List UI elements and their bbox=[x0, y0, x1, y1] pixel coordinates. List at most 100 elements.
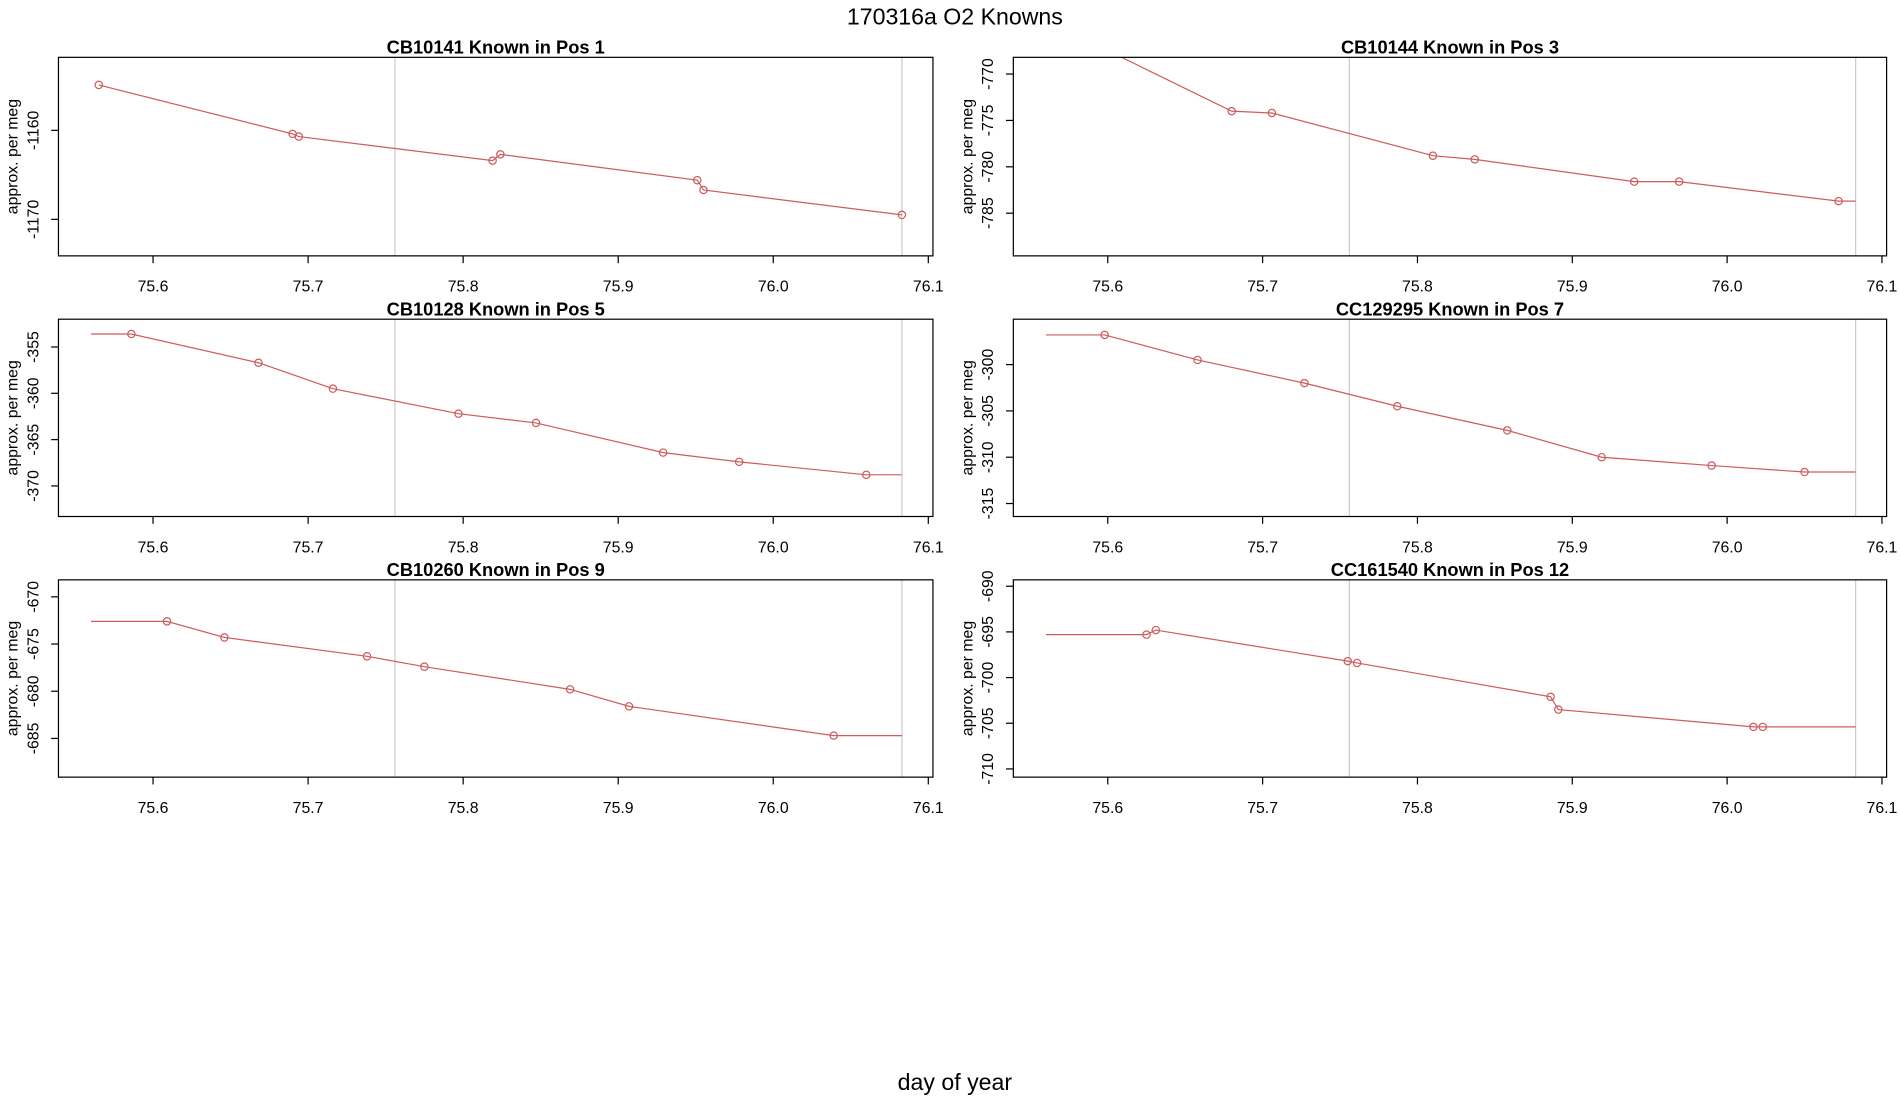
y-tick-label: -670 bbox=[25, 581, 42, 613]
y-tick-label: -1160 bbox=[25, 110, 42, 150]
plot-frame bbox=[1012, 56, 1888, 257]
y-tick-label: -365 bbox=[25, 424, 42, 456]
data-point bbox=[1758, 722, 1767, 732]
x-tick-label: 75.9 bbox=[1557, 279, 1588, 296]
y-tick-label: -310 bbox=[980, 441, 997, 473]
data-point bbox=[1674, 177, 1684, 186]
y-tick-label: -710 bbox=[980, 753, 997, 785]
x-tick-label: 75.7 bbox=[1247, 800, 1278, 817]
data-point bbox=[220, 633, 229, 642]
data-point bbox=[1554, 705, 1563, 714]
data-point bbox=[94, 80, 104, 90]
data-point bbox=[897, 210, 907, 220]
y-tick-label: -695 bbox=[980, 616, 997, 648]
data-point bbox=[1151, 625, 1161, 635]
data-point bbox=[127, 329, 136, 339]
y-tick-label: -690 bbox=[980, 570, 997, 602]
y-tick-label: -315 bbox=[980, 488, 997, 520]
data-point bbox=[294, 132, 304, 141]
data-point bbox=[454, 409, 463, 418]
x-tick-label: 75.9 bbox=[603, 539, 634, 556]
data-point bbox=[362, 652, 372, 661]
x-tick-label: 75.9 bbox=[603, 279, 634, 296]
y-tick-label: -675 bbox=[25, 628, 42, 660]
x-tick-label: 75.9 bbox=[1557, 800, 1588, 817]
data-point bbox=[624, 702, 634, 711]
x-tick-label: 76.1 bbox=[913, 800, 944, 817]
panel: 75.6 75.7 75.8 75.9 76.0 76.1 -690 -695 -700 -705… bbox=[959, 559, 1897, 817]
data-point bbox=[1597, 452, 1606, 462]
x-tick-label: 76.1 bbox=[913, 539, 944, 556]
x-tick-label: 76.0 bbox=[758, 539, 789, 556]
y-axis-label: approx. per meg bbox=[5, 360, 22, 475]
panel-title: CB10144 Known in Pos 3 bbox=[1341, 37, 1559, 58]
data-point bbox=[862, 470, 871, 480]
panel: 75.6 75.7 75.8 75.9 76.0 76.1 -770 -775 -780 -785… bbox=[959, 37, 1898, 296]
y-tick-label: -700 bbox=[980, 662, 997, 694]
x-tick-label: 76.0 bbox=[758, 800, 789, 817]
data-point bbox=[699, 185, 708, 195]
plot-frame bbox=[57, 56, 934, 257]
panel: 75.6 75.7 75.8 75.9 76.0 76.1 -355 -360 -365 -370… bbox=[5, 299, 944, 557]
x-tick-label: 75.9 bbox=[1557, 539, 1588, 556]
data-point bbox=[734, 457, 744, 467]
x-tick-label: 75.6 bbox=[1092, 539, 1123, 556]
x-tick-label: 75.6 bbox=[1092, 279, 1123, 296]
x-tick-label: 75.8 bbox=[448, 279, 479, 296]
y-axis-label: approx. per meg bbox=[5, 99, 22, 214]
x-tick-label: 75.6 bbox=[138, 279, 169, 296]
data-point bbox=[693, 175, 702, 185]
x-tick-label: 75.7 bbox=[293, 800, 324, 817]
y-axis-label: approx. per meg bbox=[959, 99, 976, 214]
x-tick-label: 76.1 bbox=[1867, 800, 1898, 817]
y-tick-label: -300 bbox=[980, 349, 997, 381]
y-axis-label: approx. per meg bbox=[959, 360, 976, 475]
y-axis-label: approx. per meg bbox=[5, 621, 22, 736]
data-line bbox=[91, 333, 902, 476]
y-tick-label: -685 bbox=[25, 722, 42, 754]
x-tick-label: 75.7 bbox=[1247, 279, 1278, 296]
data-line bbox=[98, 84, 903, 216]
data-point bbox=[1142, 630, 1151, 639]
data-point bbox=[1749, 722, 1758, 732]
y-tick-label: -305 bbox=[980, 395, 997, 427]
y-tick-label: -775 bbox=[980, 104, 997, 136]
x-tick-label: 75.7 bbox=[293, 539, 324, 556]
data-point bbox=[1800, 467, 1809, 477]
data-point bbox=[1352, 658, 1362, 668]
y-tick-label: -680 bbox=[25, 675, 42, 707]
data-point bbox=[1193, 355, 1202, 365]
x-tick-label: 76.1 bbox=[913, 279, 944, 296]
data-line bbox=[1045, 334, 1856, 473]
x-tick-label: 76.1 bbox=[1867, 539, 1898, 556]
plot-frame bbox=[1012, 579, 1888, 778]
y-tick-label: -770 bbox=[980, 58, 997, 90]
x-tick-label: 75.8 bbox=[448, 539, 479, 556]
data-point bbox=[1393, 402, 1402, 411]
data-point bbox=[488, 156, 497, 165]
x-tick-label: 75.8 bbox=[1402, 800, 1433, 817]
data-point bbox=[496, 150, 505, 159]
data-point bbox=[531, 418, 541, 428]
x-tick-label: 75.7 bbox=[1247, 539, 1278, 556]
data-point bbox=[1100, 330, 1109, 340]
x-tick-label: 75.7 bbox=[293, 279, 324, 296]
plot-frame bbox=[57, 579, 934, 778]
y-axis-label: approx. per meg bbox=[959, 621, 976, 736]
x-tick-label: 76.1 bbox=[1867, 279, 1898, 296]
data-point bbox=[1343, 656, 1353, 666]
y-tick-label: -705 bbox=[980, 707, 997, 739]
y-tick-label: -1170 bbox=[25, 200, 42, 240]
data-point bbox=[1707, 461, 1716, 470]
data-point bbox=[829, 731, 838, 740]
data-point bbox=[1502, 426, 1512, 435]
data-point bbox=[565, 685, 575, 694]
data-point bbox=[1546, 692, 1555, 702]
data-point bbox=[254, 358, 263, 367]
x-tick-label: 75.8 bbox=[1402, 279, 1433, 296]
x-tick-label: 76.0 bbox=[758, 279, 789, 296]
panel-title: CC161540 Known in Pos 12 bbox=[1331, 559, 1569, 580]
x-tick-label: 75.6 bbox=[1092, 800, 1123, 817]
